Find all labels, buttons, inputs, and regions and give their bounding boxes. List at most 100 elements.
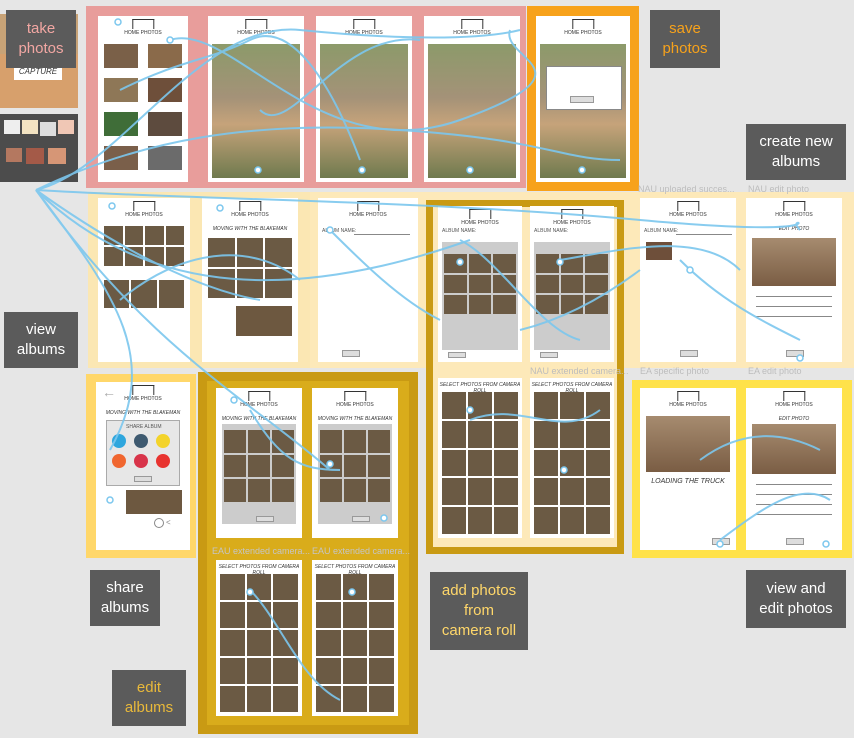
album-name-line[interactable] (676, 234, 732, 235)
album-name-line[interactable] (354, 234, 410, 235)
select-photos-screen-1[interactable]: HOME PHOTOS ALBUM NAME: (438, 206, 522, 362)
add-photos-label: add photos from camera roll (430, 572, 528, 650)
album-thumb[interactable] (148, 44, 182, 68)
caption-line[interactable] (756, 296, 832, 297)
camera-roll-screen-2[interactable]: SELECT PHOTOS FROM CAMERA ROLL (312, 560, 398, 716)
album-thumb[interactable] (104, 44, 138, 68)
album-thumb[interactable] (104, 112, 138, 136)
album-thumb[interactable] (148, 78, 182, 102)
done-button[interactable] (342, 350, 360, 357)
album-thumb[interactable] (148, 112, 182, 136)
done-button[interactable] (786, 350, 804, 357)
save-dialog-button[interactable] (570, 96, 594, 103)
snapchat-icon[interactable] (156, 434, 170, 448)
caption-line[interactable] (756, 514, 832, 515)
app-logo: HOME PHOTOS (775, 391, 813, 408)
edit-photo-screen-1[interactable]: HOME PHOTOS EDIT PHOTO (746, 198, 842, 362)
add-button[interactable] (540, 352, 558, 358)
create-new-albums-label: create new albums (746, 124, 846, 180)
share-cancel-button[interactable] (134, 476, 152, 482)
edit-photo-title: EDIT PHOTO (778, 226, 810, 232)
album-thumb[interactable] (148, 146, 182, 170)
caption-line[interactable] (756, 484, 832, 485)
select-photos-screen-2[interactable]: HOME PHOTOS ALBUM NAME: (530, 206, 614, 362)
photo-thumb (48, 148, 66, 164)
photo-thumb (4, 120, 20, 134)
back-arrow-icon[interactable]: ← (102, 384, 116, 400)
collage-screen[interactable] (0, 114, 78, 182)
reddit-icon[interactable] (112, 454, 126, 468)
album-photo (646, 242, 672, 260)
edit-album-screen-1[interactable]: HOME PHOTOS MOVING WITH THE BLAKEMAN (216, 388, 302, 538)
new-album-screen-2[interactable]: HOME PHOTOS ALBUM NAME: (640, 198, 736, 362)
caption-line[interactable] (756, 316, 832, 317)
done-button[interactable] (786, 538, 804, 545)
add-camera-roll-screen-2[interactable]: SELECT PHOTOS FROM CAMERA ROLL (530, 378, 614, 538)
album-title: MOVING WITH THE BLAKEMAN (317, 416, 393, 422)
app-logo: HOME PHOTOS (564, 19, 602, 36)
camera-screen-3[interactable]: HOME PHOTOS (424, 16, 520, 182)
app-logo: HOME PHOTOS (124, 19, 162, 36)
take-photos-label: take photos (6, 10, 76, 68)
album-title: MOVING WITH THE BLAKEMAN (212, 226, 288, 232)
edit-album-screen-2[interactable]: HOME PHOTOS MOVING WITH THE BLAKEMAN (312, 388, 398, 538)
pinterest-icon[interactable] (134, 454, 148, 468)
photo-thumb (58, 120, 74, 134)
photo-thumb (26, 148, 44, 164)
add-circle-icon[interactable] (154, 518, 164, 528)
share-dialog-title: SHARE ALBUM (126, 424, 162, 430)
twitter-icon[interactable] (112, 434, 126, 448)
view-edit-photos-label: view and edit photos (746, 570, 846, 628)
edit-photo-title: EDIT PHOTO (778, 416, 810, 422)
tumblr-icon[interactable] (134, 434, 148, 448)
caption-line[interactable] (756, 306, 832, 307)
new-album-screen-1[interactable]: HOME PHOTOS ALBUM NAME: (318, 198, 418, 362)
ea-edit-caption: EA edit photo (748, 366, 802, 376)
app-logo: HOME PHOTOS (775, 201, 813, 218)
album-title: MOVING WITH THE BLAKEMAN (221, 416, 297, 422)
moving-photo (540, 44, 626, 178)
select-photos-title: SELECT PHOTOS FROM CAMERA ROLL (439, 382, 521, 394)
edit-done-button[interactable] (256, 516, 274, 522)
specific-photo-screen[interactable]: HOME PHOTOS LOADING THE TRUCK (640, 388, 736, 550)
caption-line[interactable] (756, 504, 832, 505)
done-button[interactable] (680, 350, 698, 357)
edit-done-button[interactable] (352, 516, 370, 522)
camera-screen-2[interactable]: HOME PHOTOS (316, 16, 412, 182)
camera-roll-screen-1[interactable]: SELECT PHOTOS FROM CAMERA ROLL (216, 560, 302, 716)
album-thumb[interactable] (104, 78, 138, 102)
eau-caption-1: EAU extended camera... (212, 546, 311, 556)
caption-line[interactable] (756, 494, 832, 495)
share-icon[interactable]: < (166, 518, 171, 527)
photo-title: LOADING THE TRUCK (651, 478, 725, 485)
album-name-label: ALBUM NAME: (644, 228, 679, 234)
app-logo: HOME PHOTOS (349, 201, 387, 218)
share-album-screen[interactable]: ← HOME PHOTOS MOVING WITH THE BLAKEMAN S… (96, 382, 190, 550)
view-album-screen-2[interactable]: HOME PHOTOS MOVING WITH THE BLAKEMAN (202, 198, 298, 362)
photo-thumb (6, 148, 22, 162)
album-name-label: ALBUM NAME: (322, 228, 357, 234)
save-dialog-screen[interactable]: HOME PHOTOS (536, 16, 630, 182)
youtube-icon[interactable] (156, 454, 170, 468)
album-title: MOVING WITH THE BLAKEMAN (105, 410, 181, 416)
album-photo (236, 306, 292, 336)
edit-photo-screen-2[interactable]: HOME PHOTOS EDIT PHOTO (746, 388, 842, 550)
nau-uploaded-caption: NAU uploaded succes... (638, 184, 735, 194)
add-camera-roll-screen-1[interactable]: SELECT PHOTOS FROM CAMERA ROLL (438, 378, 522, 538)
edit-button[interactable] (712, 538, 730, 545)
album-list-screen[interactable]: HOME PHOTOS (98, 16, 188, 182)
camera-screen-1[interactable]: HOME PHOTOS (208, 16, 304, 182)
add-button[interactable] (448, 352, 466, 358)
moving-photo (428, 44, 516, 178)
album-photo (126, 490, 182, 514)
view-album-screen-1[interactable]: HOME PHOTOS (98, 198, 190, 362)
app-logo: HOME PHOTOS (336, 391, 374, 408)
save-photos-label: save photos (650, 10, 720, 68)
album-name-label: ALBUM NAME: (534, 228, 569, 234)
select-photos-title: SELECT PHOTOS FROM CAMERA ROLL (314, 564, 396, 576)
truck-photo (752, 238, 836, 286)
app-logo: HOME PHOTOS (237, 19, 275, 36)
album-thumb[interactable] (104, 146, 138, 170)
save-dialog (546, 66, 622, 110)
app-logo: HOME PHOTOS (231, 201, 269, 218)
